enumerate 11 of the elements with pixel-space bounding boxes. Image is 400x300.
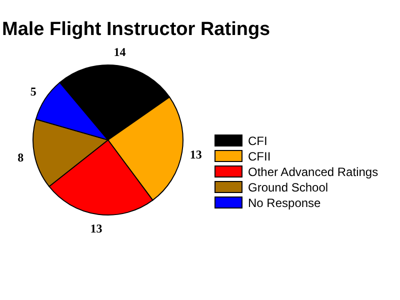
chart-title: Male Flight Instructor Ratings	[2, 19, 270, 40]
data-label: 8	[18, 150, 24, 164]
data-label: 13	[90, 221, 102, 236]
legend-label: Ground School	[248, 180, 328, 194]
legend-label: No Response	[248, 196, 322, 210]
legend-label: CFI	[248, 134, 268, 148]
data-label: 14	[114, 44, 126, 59]
legend-label: CFII	[248, 150, 271, 164]
data-label: 13	[190, 148, 202, 162]
legend-label: Other Advanced Ratings	[248, 165, 378, 179]
data-label: 5	[30, 84, 36, 99]
